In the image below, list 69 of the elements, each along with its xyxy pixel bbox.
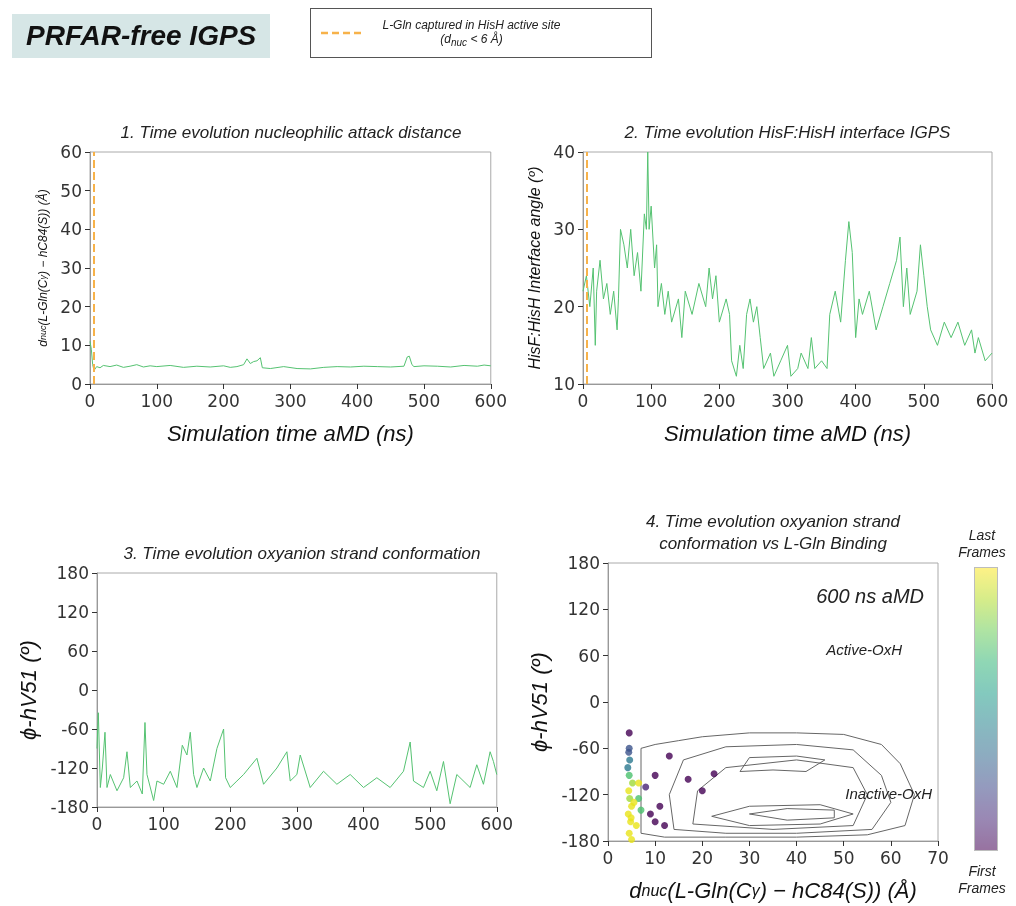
y-tick-label: -60	[572, 738, 600, 759]
text: PRFAR-free IGPS	[12, 14, 271, 58]
x-tick-label: 70	[927, 847, 949, 868]
x-tick-label: 50	[832, 847, 855, 868]
y-tick-label: 40	[553, 142, 575, 162]
chart-title: 2. Time evolution HisF:HisH interface IGPS	[623, 122, 952, 144]
x-tick-label: 300	[771, 390, 804, 411]
x-tick-label: 30	[738, 847, 761, 868]
x-tick-label: 100	[147, 813, 180, 834]
y-tick-label: 0	[78, 680, 89, 700]
y-tick-label: -120	[50, 758, 89, 778]
x-tick-label: 0	[602, 847, 614, 868]
y-tick-label: 10	[60, 335, 82, 356]
y-axis-title: HisF:HisH Interface angle (º)	[525, 166, 543, 370]
x-tick-label: 600	[474, 390, 507, 411]
x-tick-label: 100	[140, 390, 174, 411]
y-tick-label: 180	[567, 553, 600, 573]
y-tick-label: 50	[60, 180, 82, 201]
y-axis-title: ϕ-hV51 (º)	[526, 652, 552, 752]
x-tick-label: 200	[214, 813, 247, 834]
x-tick-label: 20	[691, 847, 714, 868]
annotation: Active-OxH	[826, 641, 902, 658]
x-tick-label: 40	[785, 847, 808, 868]
y-tick-label: 20	[60, 296, 82, 317]
annotation: 600 ns aMD	[816, 585, 924, 608]
x-tick-label: 10	[644, 847, 666, 868]
y-tick-label: 60	[60, 142, 82, 162]
y-tick-label: 120	[56, 602, 89, 622]
chart-title: 1. Time evolution nucleophilic attack distance	[119, 122, 463, 144]
y-axis-title: ϕ-hV51 (º)	[15, 640, 41, 740]
y-tick-label: 30	[60, 258, 82, 278]
y-tick-label: 10	[553, 374, 575, 394]
x-tick-label: 60	[880, 847, 902, 868]
y-tick-label: -180	[561, 831, 600, 851]
x-tick-label: 200	[703, 390, 736, 411]
text: Last Frames	[957, 527, 1007, 561]
x-tick-label: 300	[280, 813, 314, 834]
x-tick-label: 600	[480, 813, 513, 834]
y-tick-label: 180	[56, 563, 89, 583]
x-tick-label: 100	[634, 390, 668, 411]
x-tick-label: 400	[340, 390, 374, 411]
x-tick-label: 400	[347, 813, 380, 834]
y-tick-label: 20	[553, 296, 575, 317]
annotation: Inactive-OxH	[845, 785, 932, 802]
x-tick-label: 500	[407, 390, 441, 411]
y-tick-label: -120	[561, 784, 600, 805]
y-tick-label: 60	[67, 641, 89, 661]
chart-title: 3. Time evolution oxyanion strand conformation	[122, 543, 482, 565]
x-tick-label: 600	[975, 390, 1009, 411]
y-tick-label: -180	[50, 797, 89, 817]
x-axis-title: dnuc(L-Gln(Cγ) − hC84(S)) (Å)	[629, 877, 917, 903]
x-axis-title: Simulation time aMD (ns)	[166, 420, 414, 446]
y-tick-label: 30	[553, 219, 575, 240]
y-tick-label: 0	[71, 374, 82, 394]
x-tick-label: 500	[413, 813, 447, 834]
text: First Frames	[957, 863, 1007, 897]
x-tick-label: 400	[839, 390, 872, 411]
y-tick-label: 120	[567, 599, 600, 620]
y-tick-label: 0	[589, 692, 600, 712]
x-tick-label: 300	[274, 390, 307, 411]
y-tick-label: -60	[61, 719, 89, 739]
legend-label: L-Gln captured in HisH active site (d$_{nuc}$ < 6 Å)	[381, 17, 562, 49]
y-tick-label: 60	[578, 645, 600, 666]
chart-title: 4. Time evolution oxyanion strand conformation vs L-Gln Binding	[645, 512, 901, 553]
x-tick-label: 0	[91, 813, 103, 834]
x-tick-label: 200	[207, 390, 240, 411]
x-axis-title: Simulation time aMD (ns)	[664, 420, 911, 446]
y-tick-label: 40	[60, 219, 82, 240]
x-tick-label: 500	[907, 390, 941, 411]
